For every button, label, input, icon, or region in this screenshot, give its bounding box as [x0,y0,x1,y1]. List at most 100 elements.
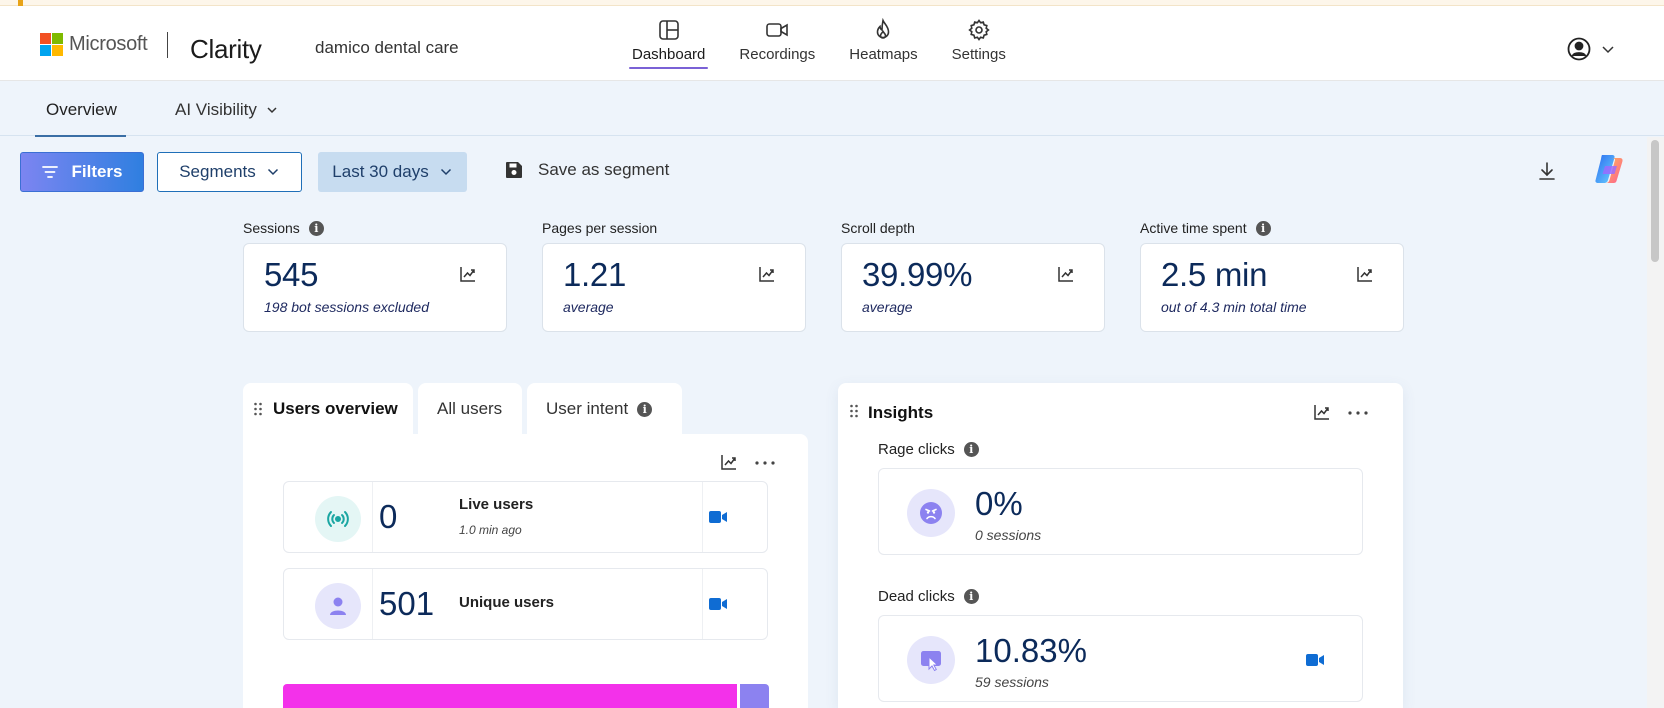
nav-recordings-label: Recordings [739,46,816,63]
unique-users-badge [315,583,361,629]
trend-chart-icon[interactable] [757,264,777,284]
nav-settings-label: Settings [951,46,1006,63]
scroll-depth-sub: average [862,299,913,315]
tab-ai-visibility-label: AI Visibility [175,100,257,119]
drag-handle-icon[interactable] [849,404,859,418]
trend-chart-icon[interactable] [1355,264,1375,284]
info-icon[interactable]: i [308,220,324,236]
live-users-value: 0 [379,498,398,535]
dead-clicks-card[interactable]: 10.83% 59 sessions [878,615,1363,702]
nav-settings[interactable]: Settings [952,18,1006,63]
microsoft-logo[interactable]: Microsoft [40,33,148,56]
nav-dashboard[interactable]: Dashboard [628,18,709,69]
unique-users-row: 501 Unique users [283,568,768,640]
chevron-down-icon [267,107,277,114]
info-icon[interactable]: i [1255,220,1271,236]
active-time-label-text: Active time spent [1140,220,1247,236]
tab-ai-visibility[interactable]: AI Visibility [175,100,279,120]
save-as-segment-button[interactable]: Save as segment [504,160,669,180]
trend-chart-icon[interactable] [719,452,739,472]
gear-icon [968,19,990,41]
drag-handle-icon[interactable] [253,402,263,416]
filters-button[interactable]: Filters [20,152,144,192]
live-users-label: Live users [459,496,534,513]
unique-users-value: 501 [379,585,435,622]
nav-recordings[interactable]: Recordings [739,18,815,63]
active-time-sub: out of 4.3 min total time [1161,299,1307,315]
user-circle-icon [1567,37,1591,61]
save-as-segment-label: Save as segment [538,160,670,179]
video-camera-icon[interactable] [708,509,728,525]
tab-overview[interactable]: Overview [35,100,126,137]
copilot-icon[interactable] [1592,152,1626,186]
sessions-sub: 198 bot sessions excluded [264,299,429,315]
nav-dashboard-label: Dashboard [632,46,706,63]
rage-clicks-value: 0% [975,485,1023,522]
live-users-badge [315,496,361,542]
chevron-down-icon [1602,46,1614,54]
download-icon[interactable] [1536,160,1558,182]
filters-label: Filters [71,162,123,181]
more-options-icon[interactable] [1347,410,1369,416]
active-time-card: 2.5 min out of 4.3 min total time [1140,243,1404,332]
sessions-label-text: Sessions [243,220,300,236]
save-icon [506,162,522,178]
date-range-dropdown[interactable]: Last 30 days [318,152,467,192]
video-camera-icon[interactable] [1305,652,1325,668]
users-distribution-bar-segment[interactable] [740,684,769,708]
active-time-value: 2.5 min [1161,256,1268,293]
scrollbar-thumb[interactable] [1651,140,1659,262]
more-options-icon[interactable] [754,460,776,466]
dead-clicks-sessions: 59 sessions [975,674,1049,690]
dead-clicks-label: Dead clicks i [878,588,979,605]
project-name[interactable]: damico dental care [315,38,459,57]
users-overview-panel: 0 Live users 1.0 min ago 501 Unique user… [243,434,808,708]
trend-chart-icon[interactable] [458,264,478,284]
date-range-label: Last 30 days [332,162,429,181]
chevron-down-icon [440,168,451,176]
scroll-depth-value: 39.99% [862,256,973,293]
sessions-value: 545 [264,256,319,293]
person-icon [330,597,346,615]
tab-all-users-label: All users [437,399,503,418]
active-time-label: Active time spent i [1140,220,1271,236]
scroll-depth-label-text: Scroll depth [841,220,915,236]
rage-clicks-label: Rage clicks i [878,441,979,458]
users-distribution-bar-segment[interactable] [283,684,737,708]
tab-user-intent[interactable]: User intent i [527,383,682,435]
rage-clicks-card[interactable]: 0% 0 sessions [878,468,1363,555]
account-menu[interactable] [1566,36,1616,62]
nav-heatmaps[interactable]: Heatmaps [849,18,918,63]
info-icon[interactable]: i [963,589,979,604]
main-nav: Dashboard Recordings Heatmaps Settings [628,18,1040,69]
scroll-depth-label: Scroll depth [841,220,915,236]
dashboard-icon [658,20,679,40]
segments-dropdown[interactable]: Segments [157,152,302,192]
tab-users-overview[interactable]: Users overview [243,383,413,435]
segments-label: Segments [179,162,256,181]
dead-clicks-badge [907,636,955,684]
product-name[interactable]: Clarity [190,34,262,64]
rage-clicks-sessions: 0 sessions [975,527,1042,543]
nav-heatmaps-label: Heatmaps [849,46,918,63]
unique-users-label: Unique users [459,594,555,611]
pages-per-session-label: Pages per session [542,220,657,236]
cursor-on-screen-icon [921,651,941,672]
broadcast-icon [327,511,349,527]
microsoft-logo-icon [40,33,63,56]
info-icon[interactable]: i [963,442,979,457]
info-icon[interactable]: i [637,401,653,417]
chevron-down-icon [267,168,278,176]
dead-clicks-label-text: Dead clicks [878,588,955,605]
angry-face-icon [920,502,942,524]
live-users-row: 0 Live users 1.0 min ago [283,481,768,553]
live-users-updated: 1.0 min ago [459,523,522,537]
trend-chart-icon[interactable] [1312,402,1332,422]
video-camera-icon[interactable] [708,596,728,612]
page-scrollbar[interactable] [1647,137,1664,708]
tab-all-users[interactable]: All users [418,383,522,435]
trend-chart-icon[interactable] [1056,264,1076,284]
pages-per-session-label-text: Pages per session [542,220,658,236]
brand-divider [167,32,168,58]
flame-icon [877,18,890,39]
